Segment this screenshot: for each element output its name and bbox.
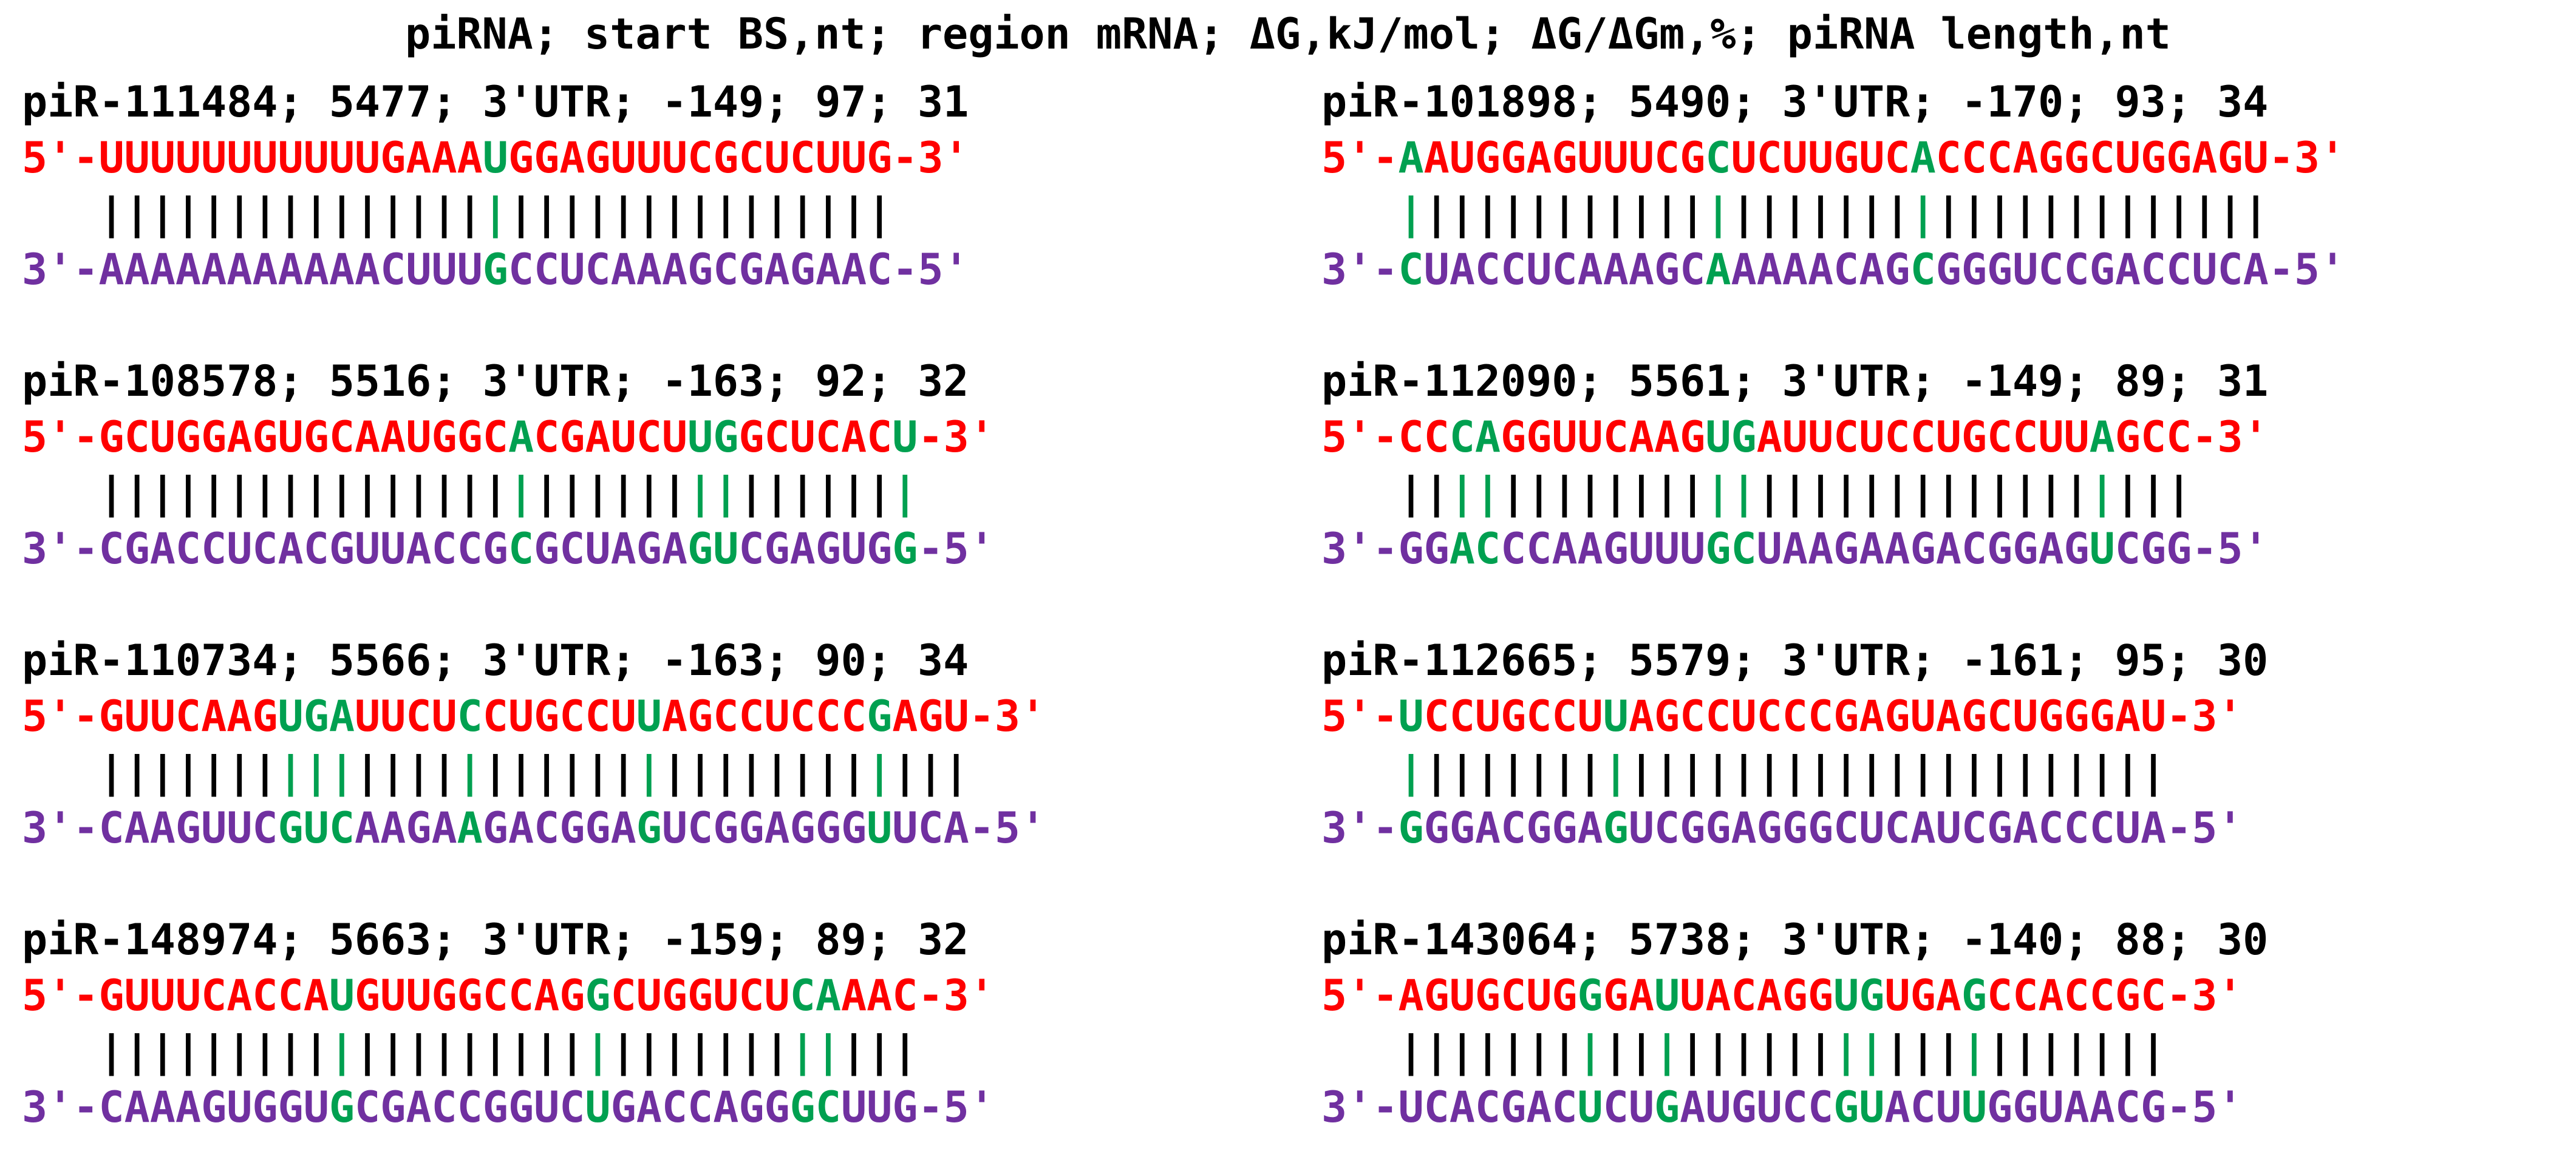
pairing-bars: |||||||||||||||||||||||||||||||| xyxy=(98,1027,918,1076)
pairing-bars: |||||||||||||||||||||||||||||||||| xyxy=(1398,189,2269,239)
alignment-grid: piR-111484; 5477; 3'UTR; -149; 97; 31 5'-… xyxy=(22,72,2572,1164)
mrna-sequence: 5'-AAUGGAGUUUCGCUCUUGUCACCCAGGCUGGAGU-3' xyxy=(1321,133,2346,183)
pirna-info-line: piR-110734; 5566; 3'UTR; -163; 90; 34 xyxy=(22,636,969,685)
mrna-sequence: 5'-GUUUCACCAUGUUGGCCAGGCUGGUCUCAAAC-3' xyxy=(22,971,995,1020)
mrna-sequence: 5'-GUUCAAGUGAUUCUCCUGCCUUAGCCUCCCGAGU-3' xyxy=(22,691,1046,741)
pirna-sequence: 3'-UCACGACUCUGAUGUCCGUACUUGGUAACG-5' xyxy=(1321,1082,2243,1132)
pirna-info-line: piR-148974; 5663; 3'UTR; -159; 89; 32 xyxy=(22,915,969,965)
pairing-bars: |||||||||||||||||||||||||||||||| xyxy=(98,468,918,518)
pirna-sequence: 3'-GGACCCAAGUUUGCUAAGAAGACGGAGUCGG-5' xyxy=(1321,524,2269,574)
pairing-bars: ||||||||||||||||||||||||||||||| xyxy=(1398,468,2192,518)
mrna-sequence: 5'-CCCAGGUUCAAGUGAUUCUCCUGCCUUAGCC-3' xyxy=(1321,412,2269,462)
pirna-info-line: piR-112665; 5579; 3'UTR; -161; 95; 30 xyxy=(1321,636,2269,685)
pairing-bars: ||||||||||||||||||||||||||||||| xyxy=(98,189,893,239)
pairing-bars: |||||||||||||||||||||||||||||| xyxy=(1398,747,2167,797)
pirna-sequence: 3'-CGACCUCACGUUACCGCGCUAGAGUCGAGUGG-5' xyxy=(22,524,995,574)
mrna-sequence: 5'-UUUUUUUUUUUGAAAUGGAGUUUCGCUCUUG-3' xyxy=(22,133,969,183)
pirna-sequence: 3'-CAAAGUGGUGCGACCGGUCUGACCAGGGCUUG-5' xyxy=(22,1082,995,1132)
pirna-info-line: piR-108578; 5516; 3'UTR; -163; 92; 32 xyxy=(22,356,969,406)
pirna-sequence: 3'-AAAAAAAAAAACUUUGCCUCAAAGCGAGAAC-5' xyxy=(22,245,969,294)
pairing-bars: |||||||||||||||||||||||||||||| xyxy=(1398,1027,2167,1076)
pirna-info-line: piR-111484; 5477; 3'UTR; -149; 97; 31 xyxy=(22,77,969,127)
figure-header: piRNA; start BS,nt; region mRNA; ΔG,kJ/m… xyxy=(405,9,2171,59)
pirna-sequence: 3'-GGGACGGAGUCGGAGGGCUCAUCGACCCUA-5' xyxy=(1321,803,2243,853)
mrna-sequence: 5'-AGUGCUGGGAUUACAGGUGUGAGCCACCGC-3' xyxy=(1321,971,2243,1020)
pirna-sequence: 3'-CAAGUUCGUCAAGAAGACGGAGUCGGAGGGUUCA-5' xyxy=(22,803,1046,853)
mrna-sequence: 5'-GCUGGAGUGCAAUGGCACGAUCUUGGCUCACU-3' xyxy=(22,412,995,462)
pirna-sequence: 3'-CUACCUCAAAGCAAAAACAGCGGGUCCGACCUCA-5' xyxy=(1321,245,2346,294)
mrna-sequence: 5'-UCCUGCCUUAGCCUCCCGAGUAGCUGGGAU-3' xyxy=(1321,691,2243,741)
pairing-bars: |||||||||||||||||||||||||||||||||| xyxy=(98,747,969,797)
pirna-info-line: piR-101898; 5490; 3'UTR; -170; 93; 34 xyxy=(1321,77,2269,127)
pirna-info-line: piR-143064; 5738; 3'UTR; -140; 88; 30 xyxy=(1321,915,2269,965)
pirna-info-line: piR-112090; 5561; 3'UTR; -149; 89; 31 xyxy=(1321,356,2269,406)
